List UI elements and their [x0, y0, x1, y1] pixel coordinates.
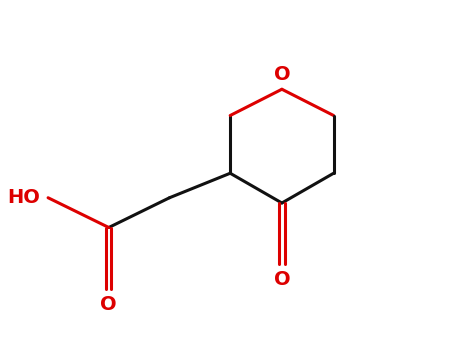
- Text: O: O: [273, 270, 290, 289]
- Text: HO: HO: [8, 188, 40, 207]
- Text: O: O: [101, 295, 117, 314]
- Text: O: O: [273, 65, 290, 84]
